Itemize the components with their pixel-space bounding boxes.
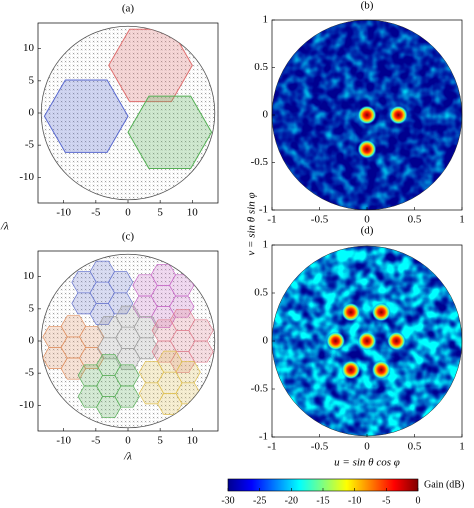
array-aperture: [40, 253, 216, 429]
panel-title: (c): [122, 231, 135, 243]
x-tick-label: 5: [157, 435, 163, 447]
x-tick-label: -5: [91, 207, 101, 219]
x-tick-label: 0.5: [408, 214, 422, 226]
x-tick-label: -1: [267, 441, 276, 453]
colorbar-tick-label: -15: [316, 495, 329, 506]
beam: [326, 331, 346, 351]
y-tick-label: 1: [263, 14, 269, 26]
beam: [357, 105, 377, 125]
subarray-hexagon: [188, 340, 214, 363]
y-tick-label: -1: [259, 204, 268, 216]
y-tick-label: 0: [29, 335, 35, 347]
x-tick-label: 0: [364, 441, 370, 453]
pattern-map: [272, 246, 462, 436]
beam: [371, 302, 391, 322]
subarrays: [42, 260, 214, 419]
y-tick-label: -0.5: [251, 156, 269, 168]
x-tick-label: 0.5: [408, 441, 422, 453]
subarray-hexagon: [133, 337, 159, 360]
beam: [341, 360, 361, 380]
y-tick-label: 5: [29, 74, 35, 86]
y-tick-label: 0: [263, 335, 269, 347]
x-tick-label: 10: [187, 207, 199, 219]
panel-title: (a): [122, 3, 135, 15]
colorbar-tick-label: -20: [285, 495, 298, 506]
y-tick-label: 0.5: [254, 61, 268, 73]
panel-title: (d): [361, 225, 374, 237]
beam: [357, 139, 377, 159]
y-tick-label: -10: [19, 171, 34, 183]
colorbar-tick-label: -30: [221, 495, 234, 506]
x-tick-label: -10: [56, 435, 71, 447]
y-tick-label: 0.5: [254, 287, 268, 299]
y-tick-label: 10: [23, 270, 35, 282]
beam: [341, 302, 361, 322]
colorbar-title: Gain (dB): [424, 479, 464, 490]
y-tick-label: 0: [29, 107, 35, 119]
x-tick-label: -1: [267, 214, 276, 226]
beam: [357, 331, 377, 351]
subarray-hexagon: [127, 95, 213, 169]
x-axis-label: /λ: [123, 451, 132, 463]
x-tick-label: -0.5: [311, 214, 329, 226]
x-tick-label: 1: [459, 214, 465, 226]
y-tick-label: -5: [25, 367, 35, 379]
colorbar-tick-label: -10: [348, 495, 361, 506]
y-tick-label: 0: [263, 109, 269, 121]
x-tick-label: 0: [125, 207, 131, 219]
subarray-hexagon: [169, 295, 195, 318]
y-tick-label: 10: [23, 42, 35, 54]
colorbar-tick-label: 0: [416, 495, 421, 506]
y-tick-label: -0.5: [251, 383, 269, 395]
x-tick-label: 5: [157, 207, 163, 219]
y-tick-label: -10: [19, 399, 34, 411]
y-tick-label: -5: [25, 139, 35, 151]
y-axis-label: v = sin θ sin φ: [246, 192, 258, 255]
colorbar-tick-label: -5: [382, 495, 390, 506]
x-tick-label: -5: [91, 435, 101, 447]
x-tick-label: -10: [56, 207, 71, 219]
subarray-hexagon: [107, 292, 134, 315]
y-axis-label: /λ: [0, 221, 9, 233]
beam: [386, 331, 406, 351]
y-tick-label: -1: [259, 431, 268, 443]
x-axis-label: u = sin θ cos φ: [334, 457, 400, 469]
subarray-hexagon: [114, 385, 140, 408]
y-tick-label: 5: [29, 302, 35, 314]
pattern-map: [272, 20, 462, 210]
x-tick-label: 0: [125, 435, 131, 447]
beam: [388, 105, 408, 125]
colorbar-tick-label: -25: [253, 495, 266, 506]
y-tick-label: 1: [263, 239, 269, 251]
beam: [371, 360, 391, 380]
array-aperture: [40, 25, 216, 201]
x-tick-label: 0: [364, 214, 370, 226]
x-tick-label: -0.5: [311, 441, 329, 453]
x-tick-label: 1: [459, 441, 465, 453]
subarrays: [43, 28, 213, 169]
subarray-hexagon: [43, 79, 129, 153]
x-tick-label: 10: [187, 435, 199, 447]
panel-title: (b): [361, 0, 374, 12]
